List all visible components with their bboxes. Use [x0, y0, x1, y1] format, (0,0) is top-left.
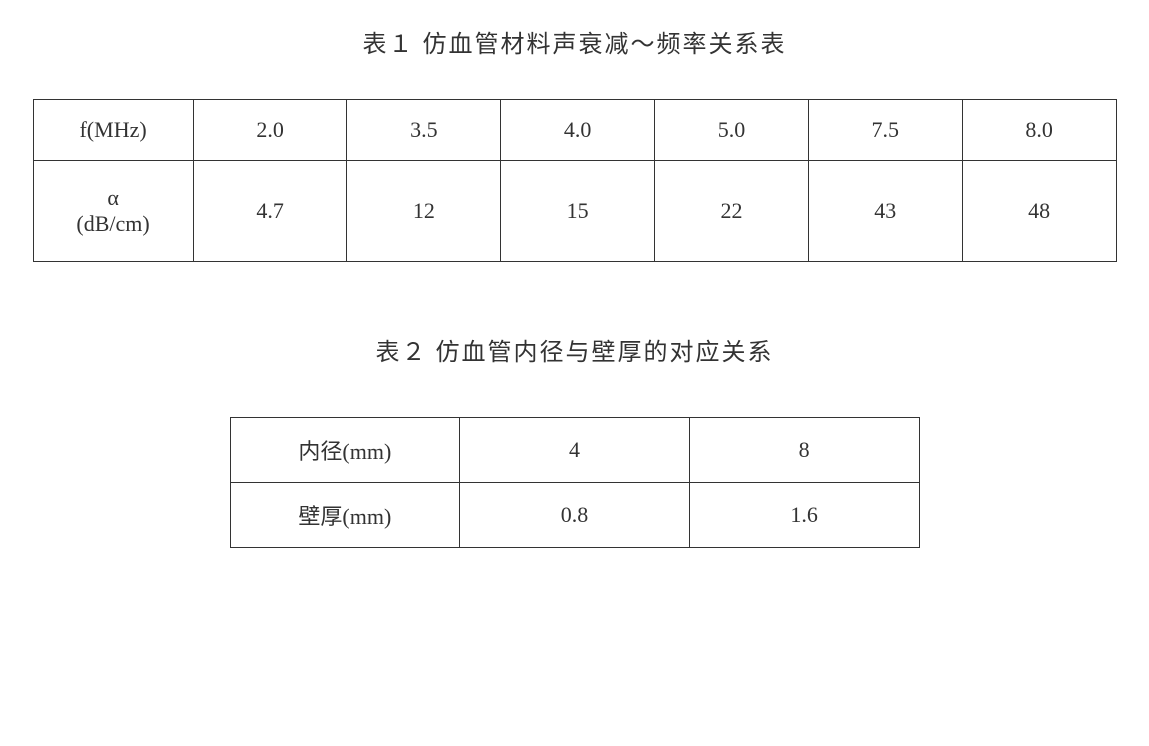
- table1-title: 表１ 仿血管材料声衰减～频率关系表: [0, 24, 1149, 59]
- table2-row-wall-thickness: 壁厚(mm) 0.8 1.6: [230, 483, 919, 548]
- table1-cell: 15: [501, 161, 655, 262]
- table1-cell: 22: [655, 161, 809, 262]
- table1-cell: 12: [347, 161, 501, 262]
- table2-row-inner-diameter: 内径(mm) 4 8: [230, 418, 919, 483]
- table2-title: 表２ 仿血管内径与壁厚的对应关系: [0, 332, 1149, 367]
- table1-cell: 5.0: [655, 100, 809, 161]
- table1-cell: 43: [808, 161, 962, 262]
- table1-cell: 4.7: [193, 161, 347, 262]
- alpha-symbol: α: [34, 185, 193, 211]
- table1-row-frequency: f(MHz) 2.0 3.5 4.0 5.0 7.5 8.0: [33, 100, 1116, 161]
- table1-cell: 8.0: [962, 100, 1116, 161]
- table1-row-attenuation: α (dB/cm) 4.7 12 15 22 43 48: [33, 161, 1116, 262]
- table2-cell: 0.8: [460, 483, 690, 548]
- watermark-text: edicalQC: [710, 600, 1006, 680]
- table1: f(MHz) 2.0 3.5 4.0 5.0 7.5 8.0 α (dB/cm)…: [33, 99, 1117, 262]
- watermark-com: com: [922, 687, 1032, 746]
- table2-cell: 8: [689, 418, 919, 483]
- table2: 内径(mm) 4 8 壁厚(mm) 0.8 1.6: [230, 417, 920, 548]
- table2-header-inner-diameter: 内径(mm): [230, 418, 460, 483]
- table1-header-frequency: f(MHz): [33, 100, 193, 161]
- table1-cell: 48: [962, 161, 1116, 262]
- alpha-unit: (dB/cm): [34, 211, 193, 237]
- table2-header-wall-thickness: 壁厚(mm): [230, 483, 460, 548]
- table1-cell: 2.0: [193, 100, 347, 161]
- table1-header-attenuation: α (dB/cm): [33, 161, 193, 262]
- table1-cell: 3.5: [347, 100, 501, 161]
- table1-cell: 4.0: [501, 100, 655, 161]
- table2-cell: 1.6: [689, 483, 919, 548]
- watermark-m: M: [625, 582, 702, 684]
- table1-cell: 7.5: [808, 100, 962, 161]
- table2-cell: 4: [460, 418, 690, 483]
- watermark-logo: M edicalQC com: [610, 554, 1149, 746]
